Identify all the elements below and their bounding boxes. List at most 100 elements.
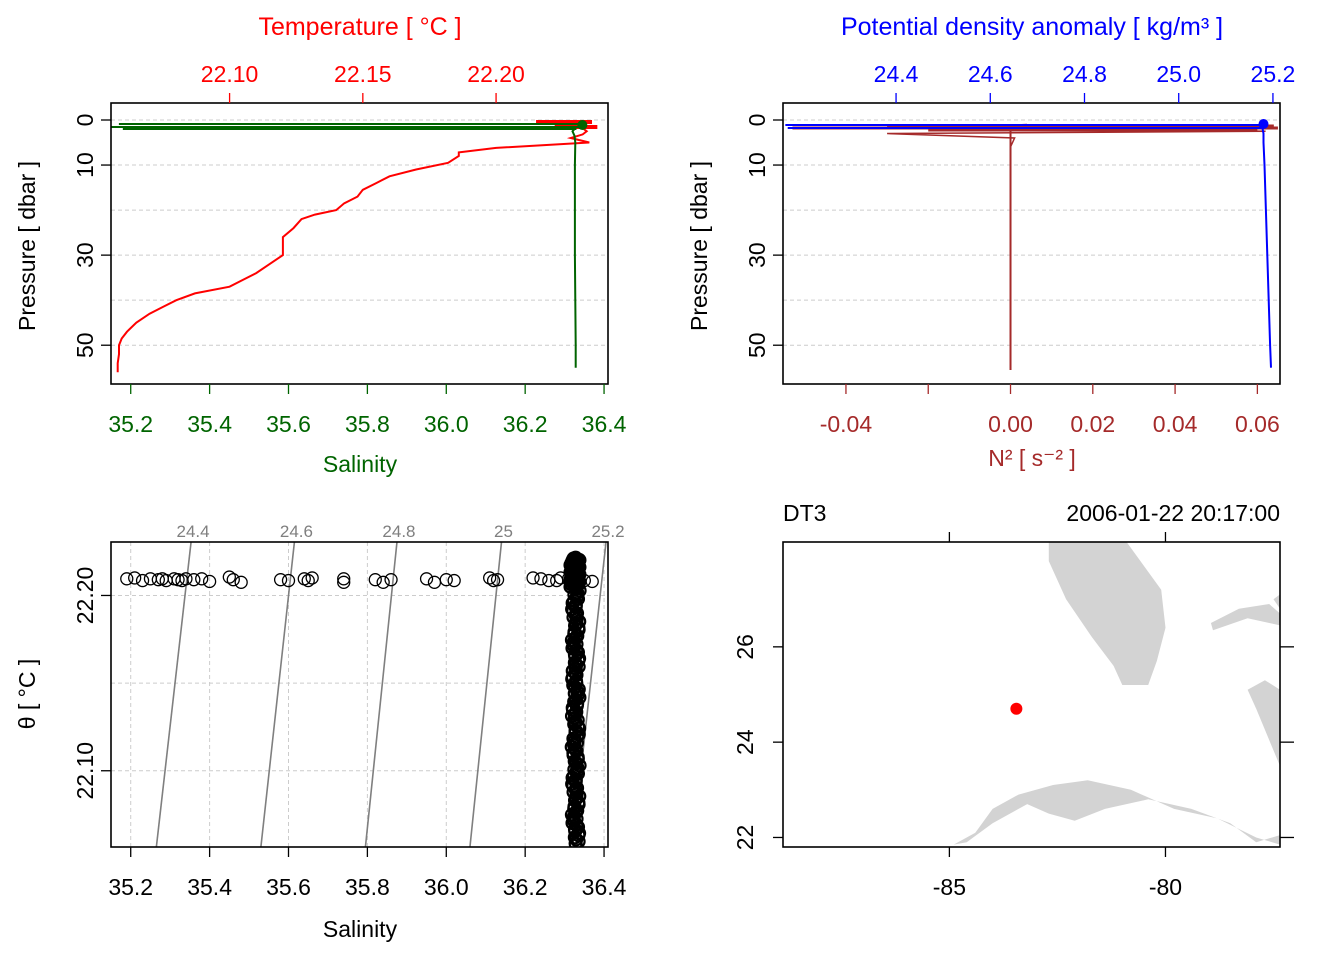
bottom-tick-label-2: 0.02 (1070, 411, 1115, 437)
ts-point (368, 573, 382, 587)
n2-axis-title: N² [ s⁻² ] (988, 445, 1076, 471)
ts-salinity-axis-title: Salinity (323, 916, 398, 942)
ts-point (577, 573, 591, 588)
top-tick-label-3: 25.0 (1156, 61, 1201, 87)
dens-surface-dot (1258, 119, 1269, 129)
isopycnal-line-1 (260, 541, 296, 848)
ts-point (376, 575, 390, 589)
ts-point (179, 572, 193, 586)
ts-point (226, 573, 240, 587)
land-polygon-1 (953, 780, 1280, 845)
ts-x-tick-label-0: 35.2 (108, 874, 153, 900)
ts-scatter-points (120, 570, 599, 589)
ts-point (585, 574, 599, 589)
bottom-tick-label-2: 35.6 (266, 411, 311, 437)
ts-x-tick-label-1: 35.4 (187, 874, 232, 900)
salinity-axis: 35.2 35.4 35.6 35.8 36.0 36.2 36.4 (108, 384, 627, 437)
map-lon-label-0: -85 (933, 874, 966, 900)
bottom-tick-label-4: 36.0 (424, 411, 469, 437)
ts-point (439, 573, 453, 587)
ts-point (550, 573, 564, 588)
isopycnal-label-0: 24.4 (177, 522, 210, 541)
ts-point (234, 575, 248, 589)
ts-point (419, 572, 434, 586)
ts-y-tick-label-0: 22.10 (72, 742, 98, 800)
p2-pressure-axis: 0 10 30 50 (744, 114, 783, 358)
ts-point (273, 573, 288, 587)
isopycnal-line-2 (364, 541, 398, 848)
ts-point (337, 575, 351, 589)
sal-surface-dot (577, 120, 588, 130)
ts-point (128, 571, 142, 585)
ts-point (281, 573, 296, 588)
top-tick-label-0: 24.4 (874, 61, 919, 87)
salinity-profile-line (571, 126, 578, 368)
top-tick-label-4: 25.2 (1251, 61, 1296, 87)
land-polygon-0 (1048, 542, 1166, 685)
top-tick-label-0: 22.10 (201, 61, 259, 87)
n2-profile (792, 123, 1278, 370)
bottom-tick-label-4: 0.06 (1235, 411, 1280, 437)
station-name: DT3 (783, 500, 826, 526)
p1-plot-frame (110, 102, 609, 385)
ts-point (561, 572, 576, 586)
ts-x-tick-label-3: 35.8 (345, 874, 390, 900)
n2-profile-line (887, 123, 1266, 368)
map-lat-label-0: 22 (732, 825, 758, 851)
density-axis: 24.4 24.6 24.8 25.0 25.2 (874, 61, 1296, 103)
isopycnal-label-2: 24.8 (382, 522, 415, 541)
salinity-axis-title: Salinity (323, 451, 398, 477)
pressure-tick-label-1: 10 (72, 152, 98, 178)
ts-cluster-point (566, 551, 581, 566)
station-datetime: 2006-01-22 20:17:00 (1066, 500, 1280, 526)
top-tick-label-1: 22.15 (334, 61, 392, 87)
isopycnal-label-1: 24.6 (280, 522, 313, 541)
ts-theta-axis: 22.10 22.20 (72, 567, 111, 800)
bottom-tick-label-0: -0.04 (820, 411, 873, 437)
pressure-tick-label-2: 30 (744, 242, 770, 268)
map-axes: -85 -80 22 24 26 (732, 532, 1294, 900)
p3-plot-frame (110, 541, 609, 848)
ts-dense-cluster (563, 550, 587, 847)
ts-x-tick-label-6: 36.4 (582, 874, 627, 900)
map-lon-label-1: -80 (1149, 874, 1182, 900)
ts-point (120, 572, 134, 586)
ts-point (534, 572, 548, 586)
bottom-tick-label-1: 0.00 (988, 411, 1033, 437)
ts-point (526, 571, 540, 585)
ts-point (301, 573, 315, 588)
n2-axis: -0.04 0.00 0.02 0.04 0.06 (820, 384, 1280, 437)
ts-x-tick-label-4: 36.0 (424, 874, 469, 900)
pressure-tick-label-3: 50 (72, 332, 98, 358)
top-tick-label-2: 24.8 (1062, 61, 1107, 87)
density-n2-panel: 24.4 24.6 24.8 25.0 25.2 -0.04 0.00 0.02 0.04 0.… (686, 13, 1295, 471)
p4-plot-frame (782, 541, 1281, 848)
ts-point (187, 573, 201, 587)
p1-pressure-grid (111, 119, 608, 346)
isopycnal-label-4: 25.2 (591, 522, 624, 541)
density-surface-spikes (785, 119, 1269, 129)
ts-theta-axis-title: θ [ °C ] (14, 659, 40, 730)
ts-point (427, 575, 442, 589)
pressure-tick-label-1: 10 (744, 152, 770, 178)
ts-diagram-panel: 24.4 24.6 24.8 25 25.2 35.2 35.4 35.6 35.8 36.0 3… (14, 522, 627, 942)
temperature-profile-line (116, 127, 590, 373)
salinity-surface-spikes (111, 120, 588, 130)
isopycnal-line-3 (469, 541, 503, 848)
land-polygon-4 (1273, 594, 1280, 609)
map-lat-label-2: 26 (732, 634, 758, 660)
ts-grid (111, 542, 608, 847)
pressure-tick-label-2: 30 (72, 242, 98, 268)
p2-pressure-axis-title: Pressure [ dbar ] (686, 161, 712, 331)
ts-point (305, 571, 319, 585)
top-tick-label-1: 24.6 (968, 61, 1013, 87)
density-axis-title: Potential density anomaly [ kg/m³ ] (841, 13, 1223, 41)
temperature-salinity-panel: 22.10 22.15 22.20 35.2 35.4 35.6 35.8 36.0 36.2… (14, 13, 627, 477)
land-polygon-2 (1247, 680, 1280, 766)
p1-pressure-axis-title: Pressure [ dbar ] (14, 161, 40, 331)
ts-x-tick-label-5: 36.2 (503, 874, 548, 900)
top-tick-label-2: 22.20 (467, 61, 525, 87)
bottom-tick-label-3: 35.8 (345, 411, 390, 437)
ts-point (384, 573, 398, 587)
ts-y-tick-label-1: 22.20 (72, 567, 98, 625)
